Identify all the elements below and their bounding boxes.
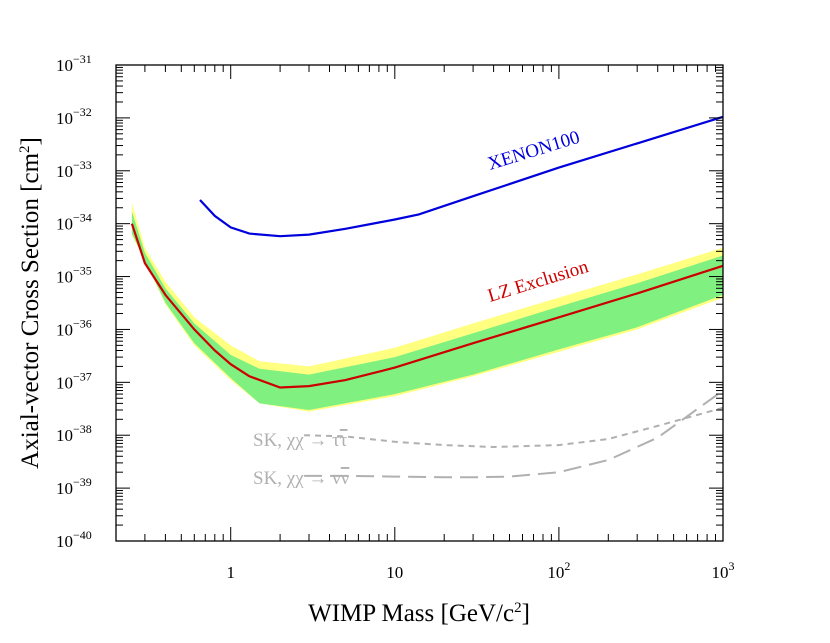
y-tick-label: 10−34 [56, 211, 92, 234]
y-tick-label: 10−31 [56, 52, 92, 75]
y-tick-label: 10−32 [56, 105, 92, 128]
x-tick-label: 103 [712, 559, 735, 582]
y-tick-label: 10−40 [56, 528, 92, 551]
sensitivity-bands [131, 202, 723, 412]
y-tick-label: 10−36 [56, 316, 92, 339]
tick-labels: 1 10 102 103 10−31 10−32 10−33 10−34 10−35 10−36 1… [56, 52, 735, 582]
plot-frame [115, 64, 724, 542]
y-axis-title: Axial-vector Cross Section [cm2] [17, 137, 44, 469]
sk-nunu-label: SK, χχ → νν [253, 468, 350, 489]
band-1sigma [131, 211, 723, 410]
y-tick-label: 10−38 [56, 422, 92, 445]
sk-tautau-curve [304, 406, 724, 449]
sk-tautau-label: SK, χχ → ττ [253, 430, 348, 451]
y-tick-label: 10−37 [56, 369, 92, 392]
y-tick-label: 10−39 [56, 475, 92, 498]
xenon100-curve [199, 115, 724, 238]
x-tick-label: 10 [386, 563, 403, 582]
data-series [130, 115, 724, 479]
y-tick-label: 10−33 [56, 158, 92, 181]
x-axis-title: WIMP Mass [GeV/c2] [308, 600, 530, 627]
sk-nunu-curve [304, 389, 724, 479]
y-tick-label: 10−35 [56, 264, 92, 287]
xenon100-label: XENON100 [485, 127, 582, 175]
x-tick-label: 1 [226, 563, 235, 582]
lz-exclusion-curve [130, 223, 724, 389]
x-tick-label: 102 [547, 559, 570, 582]
